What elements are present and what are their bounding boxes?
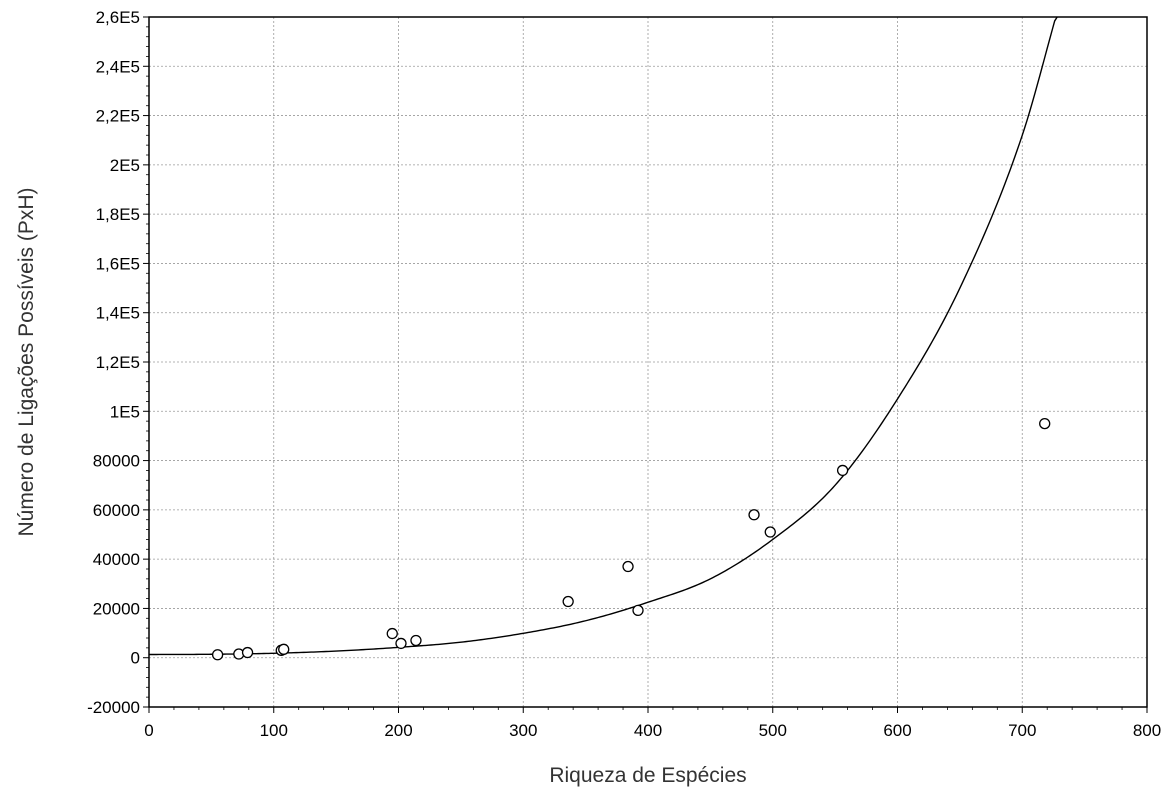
x-tick-labels: 0 100 200 300 400 500 600 700 800 <box>144 721 1161 740</box>
y-tick-label: 2,4E5 <box>96 57 140 76</box>
y-axis-title: Número de Ligações Possíveis (PxH) <box>15 188 38 537</box>
data-point <box>562 595 574 608</box>
y-tick-label: 2E5 <box>110 156 140 175</box>
x-tick-label: 700 <box>1008 721 1036 740</box>
data-points <box>211 417 1051 661</box>
x-tick-label: 0 <box>144 721 153 740</box>
data-point <box>836 464 849 477</box>
data-point <box>241 646 254 659</box>
y-tick-labels: -20000 0 20000 40000 60000 80000 1E5 1,2E5 1,4E5… <box>87 8 140 717</box>
y-tick-label: 1,6E5 <box>96 254 140 273</box>
data-point <box>1039 417 1051 430</box>
y-tick-label: 1E5 <box>110 402 140 421</box>
x-tick-label: 100 <box>260 721 288 740</box>
data-point <box>278 643 290 655</box>
y-tick-label: 2,2E5 <box>96 107 140 126</box>
data-point <box>748 509 760 521</box>
fit-curve <box>148 16 1058 656</box>
data-point <box>211 649 224 661</box>
x-tick-label: 500 <box>759 721 787 740</box>
gridlines <box>149 17 1147 707</box>
y-tick-label: 20000 <box>93 599 140 618</box>
plot-area-frame <box>148 16 1148 708</box>
data-point <box>632 604 644 617</box>
y-tick-label: 0 <box>131 649 140 668</box>
y-tick-label: 60000 <box>93 501 140 520</box>
data-point <box>395 637 407 650</box>
y-tick-label: 40000 <box>93 550 140 569</box>
y-tick-label: 80000 <box>93 452 140 471</box>
y-tick-label: -20000 <box>87 698 140 717</box>
x-tick-label: 600 <box>883 721 911 740</box>
x-axis-title: Riqueza de Espécies <box>549 764 746 787</box>
y-tick-label: 1,4E5 <box>96 304 140 323</box>
y-tick-label: 2,6E5 <box>96 8 140 27</box>
x-tick-label: 400 <box>634 721 662 740</box>
x-tick-label: 200 <box>384 721 412 740</box>
data-point <box>622 560 634 573</box>
x-tick-label: 300 <box>509 721 537 740</box>
y-tick-label: 1,8E5 <box>96 205 140 224</box>
y-tick-label: 1,2E5 <box>96 353 140 372</box>
data-point <box>764 526 776 538</box>
x-tick-label: 800 <box>1133 721 1161 740</box>
data-point <box>410 634 422 647</box>
data-point <box>386 627 398 640</box>
